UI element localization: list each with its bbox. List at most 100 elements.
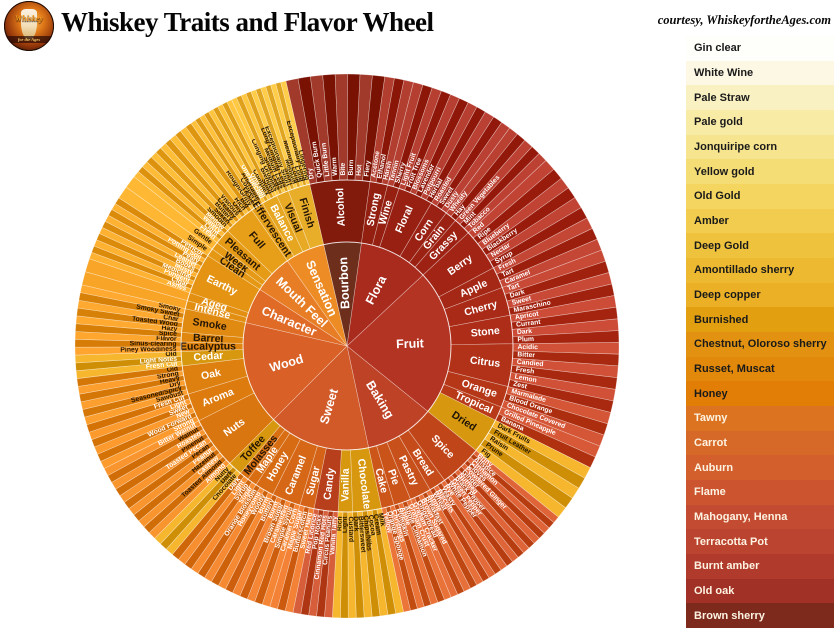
leaf-label: Warm xyxy=(331,157,339,176)
group-label: Pie xyxy=(385,468,402,487)
group-label: Citrus xyxy=(469,354,501,369)
legend-label: Carrot xyxy=(694,437,728,450)
leaf-label: Dark xyxy=(509,289,526,300)
legend-label: Amber xyxy=(694,215,729,228)
whiskey-color-legend: Gin clear White Wine Pale Straw Pale gold Jo… xyxy=(686,36,834,629)
leaf-label: Ethanol xyxy=(376,153,388,179)
leaf-label: Fiery xyxy=(363,160,372,177)
legend-label: Flame xyxy=(694,486,726,499)
leaf-label: Piney Woodiness xyxy=(120,346,176,354)
leaf-label: Custard xyxy=(347,516,354,542)
leaf-label: Strong xyxy=(157,370,180,380)
legend-label: Pale Straw xyxy=(694,91,750,104)
legend-row: Yellow gold xyxy=(686,159,834,185)
leaf-label: Vanilla Taffy xyxy=(329,516,339,556)
leaf-label: Zest xyxy=(512,381,528,391)
whiskey-glass-icon xyxy=(21,9,37,40)
legend-label: Deep Gold xyxy=(694,239,750,252)
leaf-label: Bite xyxy=(340,162,347,175)
leaf-label: Smoky xyxy=(158,302,181,314)
legend-row: Flame xyxy=(686,480,834,505)
legend-row: Honey xyxy=(686,381,834,407)
leaf-label: Lemon xyxy=(514,373,537,384)
group-label: Vanilla xyxy=(339,468,351,502)
legend-label: Burnished xyxy=(694,313,749,326)
legend-label: Brown sherry xyxy=(694,609,765,622)
logo-text-bottom: for the Ages xyxy=(4,36,54,43)
legend-row: Pale gold xyxy=(686,110,834,135)
legend-label: Terracotta Pot xyxy=(694,535,768,548)
legend-row: Jonquiripe corn xyxy=(686,134,834,160)
legend-row: Burnished xyxy=(686,307,834,333)
leaf-label: Dark xyxy=(517,328,533,336)
leaf-label: Acetone xyxy=(370,150,381,178)
legend-row: Carrot xyxy=(686,430,834,456)
legend-row: Amontillado sherry xyxy=(686,258,834,283)
group-label: Alcohol xyxy=(334,188,348,227)
leaf-label: Cream xyxy=(372,514,382,536)
leaf-label: Circus Peanuts xyxy=(322,515,334,565)
legend-row: Burnt amber xyxy=(686,554,834,579)
leaf-label: Tart xyxy=(501,267,516,279)
legend-row: Amber xyxy=(686,208,834,234)
legend-label: Pale gold xyxy=(694,116,743,129)
leaf-label: Hazy xyxy=(161,325,178,334)
whiskey-for-the-ages-logo: Whiskey for the Ages xyxy=(4,1,54,51)
legend-row: Russet, Muscat xyxy=(686,356,834,382)
legend-row: Mahogany, Henna xyxy=(686,504,834,530)
mid-ring-outline xyxy=(180,179,514,513)
group-label: Smoke xyxy=(192,316,228,333)
leaf-label: Hot xyxy=(356,164,364,177)
leaf-label: Little Burn xyxy=(321,142,332,177)
logo-text-top: Whiskey xyxy=(15,14,43,23)
group-label: Candy xyxy=(321,467,337,501)
leaf-label: Apricot xyxy=(515,311,540,322)
group-label: Stone xyxy=(470,325,500,340)
legend-label: Gin clear xyxy=(694,42,742,55)
sector-label: Fruit xyxy=(396,336,425,351)
inner-ring-outline xyxy=(242,241,452,451)
leaf-label: Yellow xyxy=(381,512,393,535)
courtesy-credit: courtesy, WhiskeyfortheAges.com xyxy=(657,13,831,27)
leaf-label: Long xyxy=(293,165,304,183)
leaf-label: Sweet xyxy=(511,295,532,307)
leaf-label: Fresh Cut xyxy=(146,360,179,370)
leaf-label: Currant xyxy=(516,319,542,329)
legend-row: Terracotta Pot xyxy=(686,529,834,555)
group-label: Eucalyptus xyxy=(180,340,236,352)
leaf-label: Char xyxy=(163,314,180,323)
legend-row: Gin clear xyxy=(686,36,834,61)
leaf-label: Old xyxy=(165,351,177,359)
leaf-label: Burn xyxy=(348,160,355,176)
leaf-label: Dry xyxy=(307,167,316,180)
leaf-label: Tart xyxy=(507,282,522,293)
legend-label: White Wine xyxy=(694,67,754,79)
legend-label: Amontillado sherry xyxy=(694,264,795,277)
leaf-label: Light xyxy=(342,516,349,533)
legend-label: Auburn xyxy=(694,461,734,474)
leaf-label: Plum xyxy=(517,336,534,344)
leaf-label: Bitter xyxy=(517,351,535,359)
legend-label: Honey xyxy=(694,387,728,400)
legend-label: Deep copper xyxy=(694,289,761,302)
leaf-label: Cocoa xyxy=(367,514,377,536)
leaf-label: Fig xyxy=(480,448,492,460)
leaf-label: Candied xyxy=(516,359,543,369)
leaf-label: Dry xyxy=(169,380,182,389)
leaf-label: Sinus-clearing xyxy=(130,340,177,347)
leaf-label: Acidic xyxy=(517,344,538,351)
leaf-label: Old xyxy=(166,365,178,373)
leaf-label: Light Notes xyxy=(139,356,177,366)
leaf-label: Dark xyxy=(352,516,360,532)
legend-row: Old oak xyxy=(686,578,834,604)
legend-label: Old oak xyxy=(694,585,735,598)
leaf-label: Bittersweet xyxy=(357,516,367,554)
legend-row: White Wine xyxy=(686,60,834,86)
legend-label: Burnt amber xyxy=(694,560,760,573)
legend-label: Chestnut, Oloroso sherry xyxy=(694,338,827,351)
legend-row: Pale Straw xyxy=(686,85,834,111)
leaf-label: Fresh xyxy=(515,366,534,375)
legend-row: Deep copper xyxy=(686,282,834,308)
